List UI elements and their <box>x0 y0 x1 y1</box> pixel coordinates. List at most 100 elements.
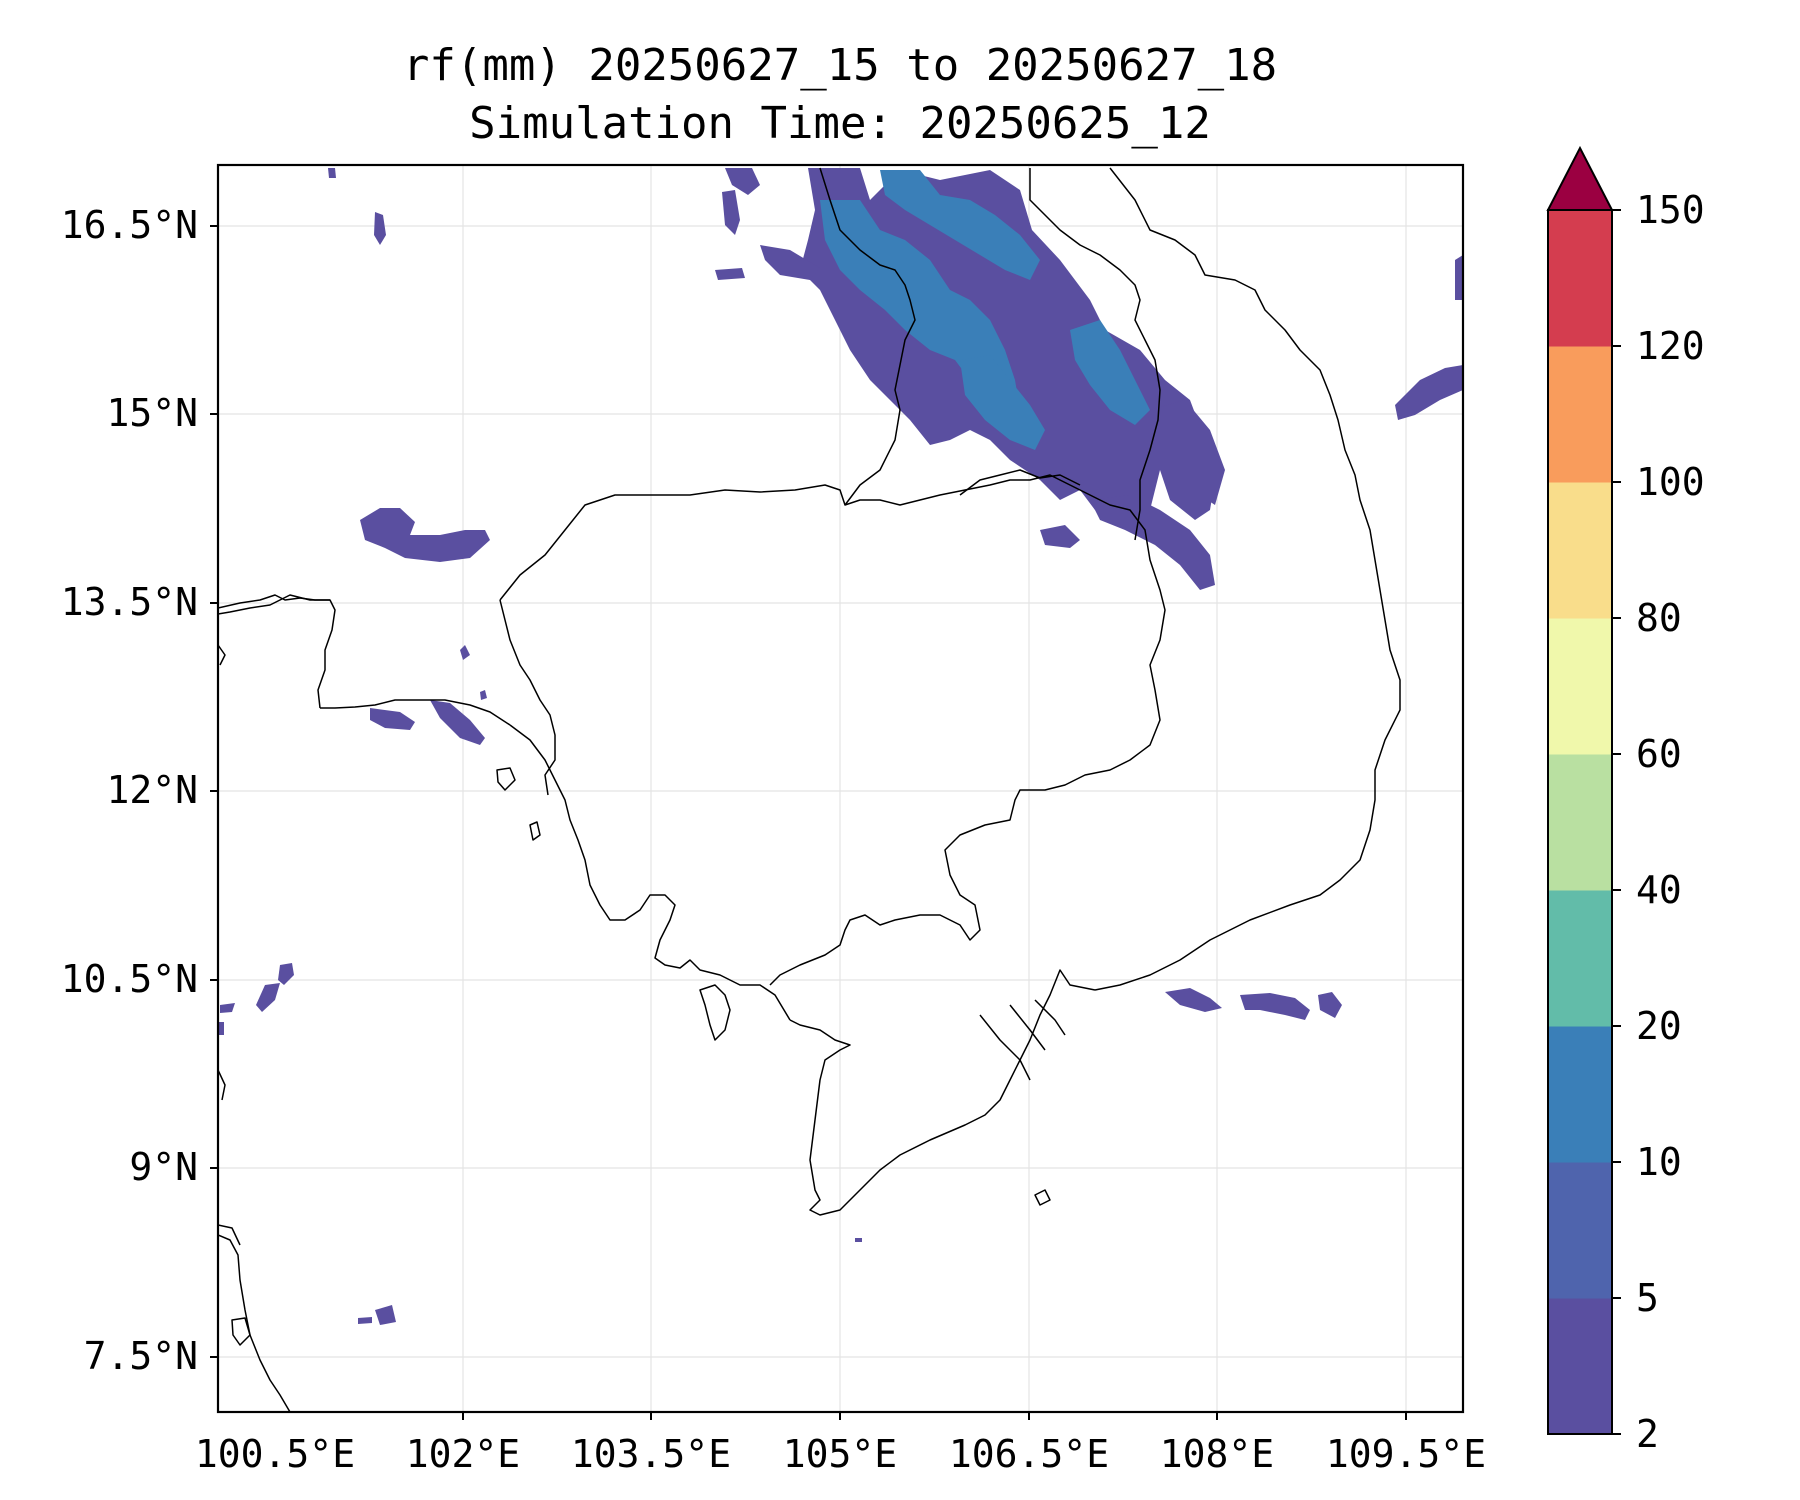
rain-area-cluster-south-tail <box>1090 495 1215 590</box>
x-tick-label: 105°E <box>783 1432 897 1476</box>
border-cambodia <box>499 474 1166 986</box>
colorbar-tick-label: 10 <box>1636 1140 1682 1184</box>
island-koh-rong <box>529 821 541 841</box>
coastline-thai-west <box>218 644 226 666</box>
rain-area-northeast-edge <box>1455 255 1463 300</box>
y-tick-label: 16.5°N <box>61 203 198 247</box>
colorbar-extend-triangle <box>1546 145 1614 211</box>
y-tick-label: 13.5°N <box>61 580 198 624</box>
island-koh-kong <box>496 767 516 791</box>
rain-area-small-2 <box>725 168 760 195</box>
rain-area-sw-5 <box>375 1305 396 1325</box>
colorbar-tick-label: 120 <box>1636 324 1705 368</box>
x-tick-label: 103.5°E <box>571 1432 731 1476</box>
colorbar: 2 5 10 20 40 60 80 100 120 150 <box>1546 145 1705 1456</box>
colorbar-tick-label: 150 <box>1636 188 1705 232</box>
coastline-malay-west <box>218 1069 226 1101</box>
river-mekong-2 <box>1009 1004 1046 1051</box>
rain-area-small-1 <box>1040 525 1080 548</box>
island-samui <box>231 1317 251 1346</box>
rain-area-north-core-3 <box>960 355 1045 450</box>
rain-area-west-small-1 <box>460 645 470 660</box>
x-tick-label: 106.5°E <box>949 1432 1109 1476</box>
colorbar-tick-label: 60 <box>1636 732 1682 776</box>
rain-area-northeast-coast <box>1395 365 1463 420</box>
island-con-dao <box>1034 1189 1051 1206</box>
colorbar-frame <box>1547 209 1613 1435</box>
island-phu-quoc <box>699 984 731 1041</box>
border-laos-thailand <box>819 167 916 506</box>
colorbar-swatch <box>1548 482 1612 619</box>
x-tick-label: 100.5°E <box>195 1432 355 1476</box>
colorbar-tick-label: 5 <box>1636 1276 1659 1320</box>
border-thailand-myanmar <box>218 594 330 609</box>
rain-area-se-small <box>855 1238 862 1242</box>
rain-area-gulf-band <box>370 708 415 730</box>
y-tick-label: 10.5°N <box>61 957 198 1001</box>
rain-area-small-5 <box>760 245 820 280</box>
colorbar-tick-label: 20 <box>1636 1004 1682 1048</box>
y-tick-label: 9°N <box>129 1145 198 1189</box>
rain-area-small-3 <box>722 190 740 235</box>
rain-area-small-6 <box>374 212 386 245</box>
rain-area-sw-1 <box>278 963 294 985</box>
gridlines <box>218 165 1463 1412</box>
rain-area-east-cluster <box>1150 400 1225 505</box>
rain-area-sw-3 <box>220 1003 235 1013</box>
colorbar-swatch <box>1548 618 1612 755</box>
coastline-vietnam-east <box>1094 167 1401 991</box>
x-tick-label: 102°E <box>406 1432 520 1476</box>
colorbar-tick-label: 100 <box>1636 460 1705 504</box>
rain-area-sw-4 <box>218 1022 224 1035</box>
coastlines-borders <box>218 167 1401 1412</box>
y-tick-label: 15°N <box>106 391 198 435</box>
colorbar-swatch <box>1548 210 1612 347</box>
map-panel: 100.5°E 102°E 103.5°E 105°E 106.5°E 108°… <box>61 163 1486 1476</box>
colorbar-ticks: 2 5 10 20 40 60 80 100 120 150 <box>1612 188 1705 1456</box>
colorbar-swatch <box>1548 1026 1612 1163</box>
y-ticks <box>210 225 218 1358</box>
rain-area-west-small-2 <box>480 690 487 700</box>
river-mekong-1 <box>979 1014 1031 1081</box>
river-mekong-3 <box>1034 999 1066 1036</box>
rain-area-se-2 <box>1240 993 1310 1020</box>
title-line-1: rf(mm) 20250627_15 to 20250627_18 <box>403 40 1277 91</box>
x-ticks <box>462 1412 1407 1420</box>
border-thailand-malaysia <box>218 1224 241 1246</box>
colorbar-swatch <box>1548 1298 1612 1435</box>
colorbar-tick-label: 40 <box>1636 868 1682 912</box>
colorbar-swatches <box>1548 210 1612 1435</box>
colorbar-swatch <box>1548 346 1612 483</box>
rainfall-areas <box>218 168 1463 1325</box>
x-tick-label: 108°E <box>1160 1432 1274 1476</box>
y-tick-labels: 16.5°N 15°N 13.5°N 12°N 10.5°N 9°N 7.5°N <box>61 203 198 1378</box>
x-tick-labels: 100.5°E 102°E 103.5°E 105°E 106.5°E 108°… <box>195 1432 1486 1476</box>
coastline-thailand-east <box>320 699 511 726</box>
rain-area-north-core-4 <box>1070 320 1150 425</box>
border-cambodia-west <box>499 599 556 796</box>
colorbar-tick-label: 2 <box>1636 1412 1659 1456</box>
border-laos-vietnam <box>1029 168 1161 541</box>
rain-area-north-core-2 <box>880 170 1040 280</box>
rain-area-gulf-band-2 <box>430 700 485 745</box>
rain-area-se-1 <box>1165 988 1222 1012</box>
x-tick-label: 109.5°E <box>1326 1432 1486 1476</box>
rain-area-sw-6 <box>358 1317 372 1324</box>
colorbar-swatch <box>1548 1162 1612 1299</box>
y-tick-label: 7.5°N <box>84 1334 198 1378</box>
rain-area-se-3 <box>1318 992 1342 1018</box>
rain-area-sw-2 <box>256 983 280 1012</box>
border-laos-cambodia <box>959 469 1081 496</box>
colorbar-tick-label: 80 <box>1636 596 1682 640</box>
title-line-2: Simulation Time: 20250625_12 <box>469 98 1211 149</box>
coastline-malay-peninsula <box>218 1234 291 1412</box>
rain-area-west-band <box>360 508 490 562</box>
y-tick-label: 12°N <box>106 768 198 812</box>
coastline-mekong-delta <box>789 969 1096 1216</box>
rain-area-small-4 <box>715 268 745 280</box>
colorbar-swatch <box>1548 754 1612 891</box>
coastline-cambodia <box>509 724 791 1021</box>
colorbar-swatch <box>1548 890 1612 1027</box>
rain-area-small-7 <box>328 168 336 178</box>
